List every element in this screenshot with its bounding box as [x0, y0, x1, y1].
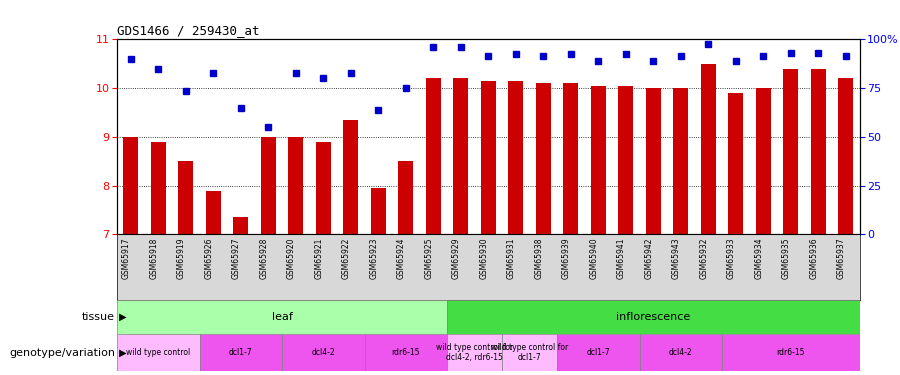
Bar: [783, 69, 798, 234]
Text: GSM65922: GSM65922: [342, 238, 351, 279]
Text: leaf: leaf: [272, 312, 292, 322]
Bar: [645, 88, 661, 234]
Text: GSM65939: GSM65939: [562, 238, 571, 279]
Text: GSM65932: GSM65932: [699, 238, 708, 279]
Bar: [233, 217, 248, 234]
Bar: [756, 88, 770, 234]
Bar: [117, 300, 447, 334]
Bar: [288, 137, 303, 234]
Bar: [398, 161, 413, 234]
Text: GSM65941: GSM65941: [616, 238, 625, 279]
Text: wild type control: wild type control: [126, 348, 191, 357]
Text: GSM65930: GSM65930: [479, 238, 488, 279]
Text: dcl4-2: dcl4-2: [669, 348, 693, 357]
Text: ▶: ▶: [116, 312, 127, 322]
Bar: [811, 69, 826, 234]
Bar: [508, 81, 523, 234]
Bar: [206, 190, 220, 234]
Text: GSM65917: GSM65917: [122, 238, 130, 279]
Bar: [364, 334, 447, 371]
Bar: [117, 334, 200, 371]
Bar: [178, 161, 194, 234]
Bar: [343, 120, 358, 234]
Text: GSM65942: GSM65942: [644, 238, 653, 279]
Bar: [502, 334, 557, 371]
Bar: [200, 334, 282, 371]
Bar: [447, 334, 502, 371]
Bar: [536, 83, 551, 234]
Bar: [701, 64, 716, 234]
Bar: [426, 78, 441, 234]
Bar: [123, 137, 139, 234]
Text: genotype/variation: genotype/variation: [9, 348, 115, 357]
Bar: [640, 334, 722, 371]
Bar: [557, 334, 640, 371]
Text: GSM65940: GSM65940: [590, 238, 598, 279]
Text: tissue: tissue: [82, 312, 115, 322]
Text: dcl4-2: dcl4-2: [311, 348, 335, 357]
Bar: [590, 86, 606, 234]
Bar: [563, 83, 579, 234]
Text: GSM65929: GSM65929: [452, 238, 461, 279]
Bar: [481, 81, 496, 234]
Text: GSM65926: GSM65926: [204, 238, 213, 279]
Bar: [618, 86, 634, 234]
Text: wild type control for
dcl4-2, rdr6-15: wild type control for dcl4-2, rdr6-15: [436, 343, 513, 362]
Text: wild type control for
dcl1-7: wild type control for dcl1-7: [491, 343, 568, 362]
Bar: [447, 300, 860, 334]
Text: rdr6-15: rdr6-15: [392, 348, 420, 357]
Text: GSM65921: GSM65921: [314, 238, 323, 279]
Text: GSM65937: GSM65937: [837, 238, 846, 279]
Text: GSM65919: GSM65919: [176, 238, 185, 279]
Bar: [150, 142, 166, 234]
Bar: [282, 334, 364, 371]
Text: dcl1-7: dcl1-7: [229, 348, 253, 357]
Text: GSM65934: GSM65934: [754, 238, 763, 279]
Text: GSM65936: GSM65936: [809, 238, 818, 279]
Text: GDS1466 / 259430_at: GDS1466 / 259430_at: [117, 24, 259, 37]
Text: GSM65943: GSM65943: [671, 238, 680, 279]
Text: GSM65923: GSM65923: [369, 238, 378, 279]
Bar: [728, 93, 743, 234]
Text: GSM65920: GSM65920: [287, 238, 296, 279]
Bar: [722, 334, 860, 371]
Text: GSM65938: GSM65938: [535, 238, 544, 279]
Text: GSM65925: GSM65925: [424, 238, 433, 279]
Bar: [838, 78, 853, 234]
Text: GSM65935: GSM65935: [782, 238, 791, 279]
Text: GSM65928: GSM65928: [259, 238, 268, 279]
Text: GSM65933: GSM65933: [727, 238, 736, 279]
Text: ▶: ▶: [116, 348, 127, 357]
Text: GSM65927: GSM65927: [232, 238, 241, 279]
Text: dcl1-7: dcl1-7: [587, 348, 610, 357]
Bar: [454, 78, 468, 234]
Bar: [261, 137, 275, 234]
Bar: [316, 142, 331, 234]
Text: rdr6-15: rdr6-15: [777, 348, 805, 357]
Text: inflorescence: inflorescence: [616, 312, 690, 322]
Text: GSM65931: GSM65931: [507, 238, 516, 279]
Bar: [673, 88, 689, 234]
Bar: [371, 188, 386, 234]
Text: GSM65918: GSM65918: [149, 238, 158, 279]
Text: GSM65924: GSM65924: [397, 238, 406, 279]
